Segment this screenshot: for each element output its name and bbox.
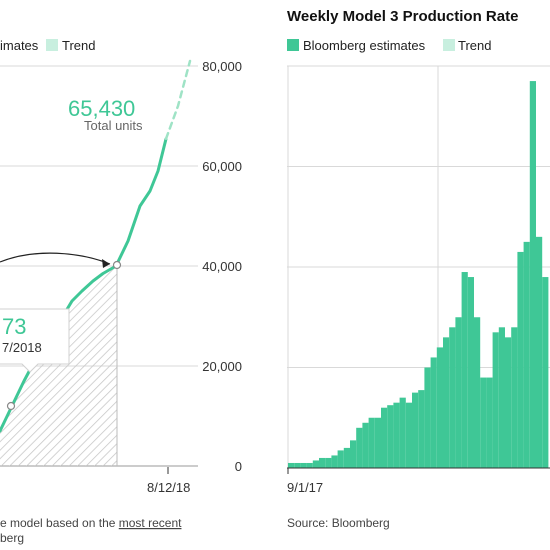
tooltip-point bbox=[6, 401, 16, 411]
production-bar bbox=[412, 392, 419, 468]
production-bar bbox=[343, 447, 350, 468]
production-bar bbox=[368, 417, 375, 468]
callout-arrow bbox=[0, 252, 111, 265]
production-bar bbox=[331, 455, 338, 468]
trend-line bbox=[164, 59, 192, 141]
production-bar bbox=[436, 347, 443, 468]
cumulative-chart: imates Trend 0 20,000 40,000 60,000 80,000 8… bbox=[0, 38, 242, 545]
tooltip-value: 73 bbox=[2, 314, 26, 339]
production-bar bbox=[325, 457, 332, 468]
production-bar bbox=[492, 332, 499, 468]
highlight-point bbox=[112, 260, 122, 270]
left-legend-trend-label: Trend bbox=[62, 38, 95, 53]
production-bar bbox=[337, 450, 344, 468]
hatched-area bbox=[0, 266, 118, 466]
production-bar bbox=[529, 81, 536, 468]
production-bar bbox=[356, 427, 363, 468]
production-bar bbox=[405, 402, 412, 468]
production-bar bbox=[430, 357, 437, 468]
production-bar bbox=[449, 327, 456, 468]
right-bars bbox=[288, 81, 549, 468]
right-source: Source: Bloomberg bbox=[287, 516, 390, 530]
production-bar bbox=[362, 422, 369, 468]
left-y-tick-label: 60,000 bbox=[202, 159, 242, 174]
tooltip-box bbox=[0, 308, 70, 373]
production-bar bbox=[480, 377, 487, 468]
left-y-tick-label: 0 bbox=[235, 459, 242, 474]
production-bar bbox=[294, 462, 301, 468]
production-bar bbox=[461, 272, 468, 468]
production-bar bbox=[536, 236, 543, 468]
right-legend-trend-label: Trend bbox=[458, 38, 491, 53]
production-bar bbox=[486, 377, 493, 468]
left-footer-line1: e model based on the most recent bbox=[0, 516, 182, 530]
production-bar bbox=[467, 277, 474, 468]
production-bar bbox=[306, 462, 313, 468]
production-bar bbox=[319, 457, 326, 468]
hatched-region bbox=[0, 266, 117, 466]
production-bar bbox=[455, 317, 462, 468]
production-bar bbox=[312, 460, 319, 468]
production-bar bbox=[387, 405, 394, 468]
left-y-tick-label: 40,000 bbox=[202, 259, 242, 274]
production-bar bbox=[474, 317, 481, 468]
right-legend-trend-swatch bbox=[443, 39, 455, 51]
most-recent-link[interactable]: most recent bbox=[119, 516, 182, 530]
right-x-tick-label: 9/1/17 bbox=[287, 480, 323, 495]
production-bar bbox=[418, 390, 425, 468]
right-chart-title: Weekly Model 3 Production Rate bbox=[287, 8, 518, 25]
production-bar bbox=[393, 402, 400, 468]
arrowhead bbox=[102, 259, 110, 268]
production-bar bbox=[288, 462, 295, 468]
production-bar bbox=[511, 327, 518, 468]
left-y-ticks: 0 20,000 40,000 60,000 80,000 bbox=[202, 59, 242, 474]
total-units-value: 65,430 bbox=[68, 96, 135, 121]
total-units-label: Total units bbox=[84, 118, 143, 133]
production-bar bbox=[300, 462, 307, 468]
production-bar bbox=[443, 337, 450, 468]
left-y-tick-label: 80,000 bbox=[202, 59, 242, 74]
production-bar bbox=[505, 337, 512, 468]
tooltip-date: 7/2018 bbox=[2, 340, 42, 355]
production-bar bbox=[523, 241, 530, 468]
left-footer-line2: berg bbox=[0, 531, 24, 545]
left-legend-estimates-label: imates bbox=[0, 38, 39, 53]
left-x-tick-label: 8/12/18 bbox=[147, 480, 190, 495]
production-bar bbox=[498, 327, 505, 468]
production-bar bbox=[424, 367, 431, 468]
production-bar bbox=[374, 417, 381, 468]
right-legend-estimates-swatch bbox=[287, 39, 299, 51]
production-bar bbox=[542, 277, 549, 468]
right-legend-estimates-label: Bloomberg estimates bbox=[303, 38, 426, 53]
production-bar bbox=[399, 397, 406, 468]
production-bar bbox=[381, 407, 388, 468]
production-bar bbox=[517, 251, 524, 468]
left-y-tick-label: 20,000 bbox=[202, 359, 242, 374]
weekly-rate-chart: Weekly Model 3 Production Rate Bloomberg… bbox=[287, 8, 550, 530]
left-legend-trend-swatch bbox=[46, 39, 58, 51]
production-bar bbox=[350, 440, 357, 468]
